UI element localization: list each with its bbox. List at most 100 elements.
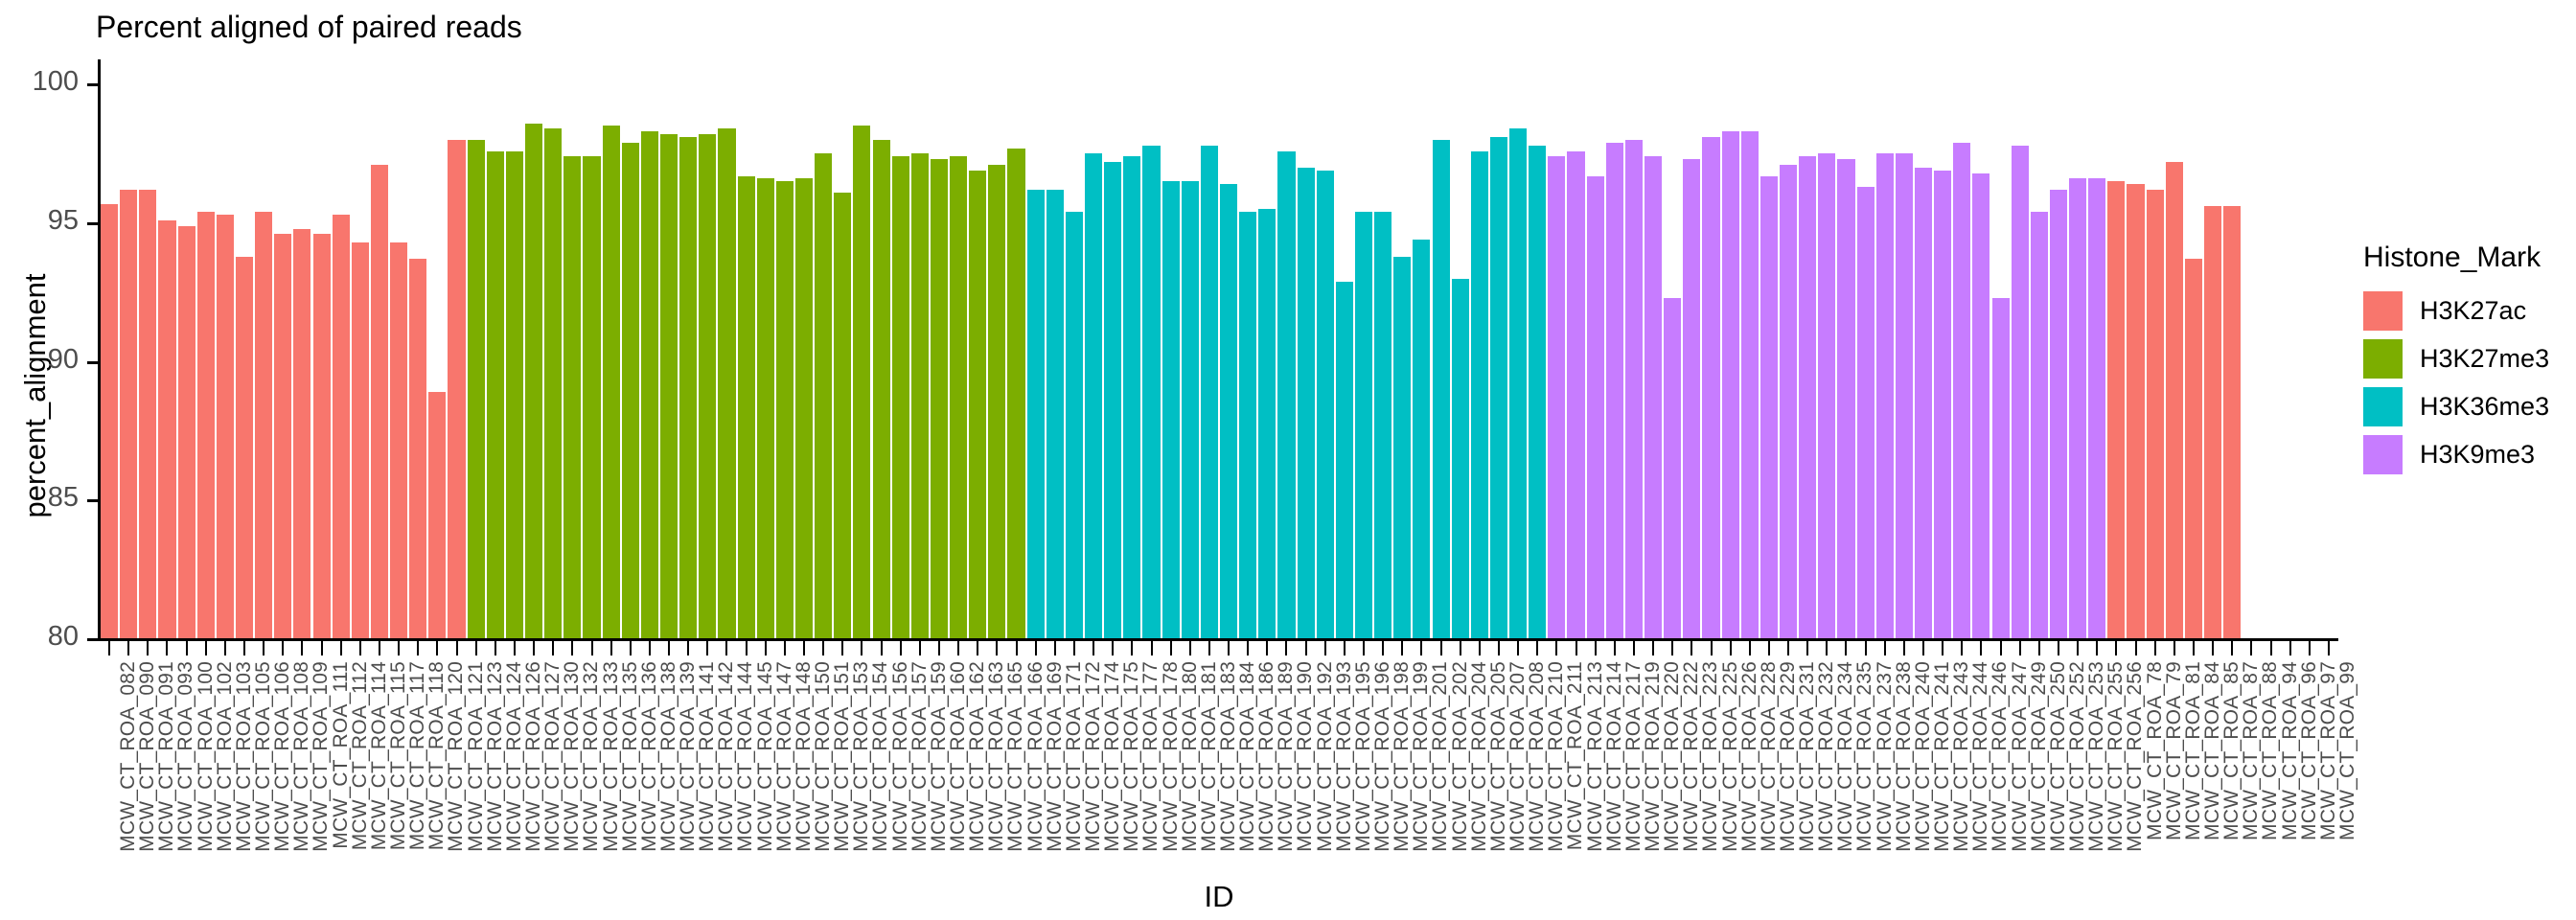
x-axis-tick <box>2096 641 2099 656</box>
legend: Histone_Mark H3K27ac H3K27me3 H3K36me3 H3K9… <box>2363 242 2574 481</box>
x-axis-tick <box>610 641 612 656</box>
x-axis-tick <box>1652 641 1655 656</box>
bar <box>2107 181 2126 639</box>
x-axis-tick <box>474 641 477 656</box>
x-axis-tick <box>1304 641 1307 656</box>
x-axis-tick <box>977 641 979 656</box>
bar <box>2049 190 2068 639</box>
bar <box>1200 145 1218 639</box>
x-axis-tick <box>899 641 902 656</box>
bar <box>1104 162 1122 639</box>
bar <box>1875 153 1894 639</box>
bar <box>756 178 774 639</box>
x-axis-tick <box>358 641 361 656</box>
legend-item-h3k27ac[interactable]: H3K27ac <box>2363 289 2574 332</box>
x-axis-tick <box>1845 641 1848 656</box>
bar <box>794 178 814 639</box>
legend-swatch-icon <box>2363 338 2403 379</box>
x-axis-tick <box>1536 641 1539 656</box>
x-axis-tick <box>1169 641 1172 656</box>
bar <box>2223 206 2242 639</box>
bar <box>2069 178 2087 639</box>
bar <box>2030 212 2048 639</box>
x-axis-tick <box>1459 641 1461 656</box>
x-axis-tick <box>147 641 150 656</box>
x-axis-tick <box>282 641 285 656</box>
x-axis-tick <box>1883 641 1886 656</box>
x-axis-tick <box>455 641 458 656</box>
x-axis-tick <box>1439 641 1442 656</box>
x-axis-tick <box>1826 641 1828 656</box>
x-axis-tick <box>2212 641 2215 656</box>
bar <box>409 259 427 639</box>
bar <box>390 242 408 639</box>
bar <box>2184 259 2202 639</box>
x-axis-tick <box>1420 641 1423 656</box>
x-axis-tick <box>127 641 130 656</box>
bar <box>1895 153 1913 639</box>
x-axis-tick <box>1131 641 1134 656</box>
x-axis-line <box>98 638 2338 641</box>
bar <box>564 156 582 639</box>
x-axis-tick <box>1112 641 1115 656</box>
bar <box>1837 159 1855 639</box>
bar <box>139 190 157 639</box>
x-axis-title: ID <box>1204 880 1234 913</box>
bar <box>467 139 485 639</box>
legend-title: Histone_Mark <box>2363 242 2542 273</box>
x-axis-tick <box>263 641 265 656</box>
x-axis-tick <box>1710 641 1713 656</box>
x-axis-tick <box>957 641 960 656</box>
x-axis-tick <box>1594 641 1597 656</box>
x-axis-tick <box>417 641 420 656</box>
legend-item-label: H3K36me3 <box>2420 391 2550 421</box>
bar <box>525 123 543 639</box>
legend-item-h3k9me3[interactable]: H3K9me3 <box>2363 433 2574 475</box>
x-axis-tick <box>1034 641 1037 656</box>
x-axis-tick <box>243 641 246 656</box>
x-axis-labels: MCW_CT_ROA_082 MCW_CT_ROA_090 MCW_CT_ROA_0… <box>100 661 2358 877</box>
bar <box>544 128 563 639</box>
bar <box>1818 153 1836 639</box>
bar <box>1432 139 1450 639</box>
y-axis-tick <box>87 638 98 641</box>
bar <box>428 392 447 639</box>
legend-item-label: H3K9me3 <box>2420 439 2536 469</box>
bar <box>718 128 736 639</box>
x-axis-tick <box>1980 641 1983 656</box>
y-axis-tick <box>87 499 98 503</box>
bar <box>1142 145 1161 639</box>
x-axis-tick <box>571 641 574 656</box>
bar <box>1702 137 1720 639</box>
x-axis-tick <box>918 641 921 656</box>
bar <box>1181 181 1199 639</box>
x-axis-tick <box>1053 641 1056 656</box>
bar <box>1374 212 1392 639</box>
bar <box>1760 175 1778 639</box>
x-axis-tick <box>1208 641 1210 656</box>
bar <box>1277 150 1296 639</box>
legend-item-h3k27me3[interactable]: H3K27me3 <box>2363 337 2574 380</box>
bar <box>1007 148 1025 639</box>
bar <box>1239 212 1257 639</box>
x-axis-tick <box>725 641 728 656</box>
x-axis-tick <box>108 641 111 656</box>
y-axis-tick <box>87 83 98 87</box>
bar <box>815 153 833 639</box>
bar <box>255 212 273 639</box>
x-axis-tick <box>1787 641 1790 656</box>
y-axis-tick-label: 95 <box>47 204 79 236</box>
x-axis-tick <box>1401 641 1404 656</box>
bar <box>1335 281 1353 639</box>
page-title: Percent aligned of paired reads <box>96 10 522 44</box>
bar <box>235 256 254 639</box>
x-axis-tick <box>1902 641 1905 656</box>
bar <box>293 228 311 639</box>
bar <box>2204 206 2222 639</box>
x-axis-tick <box>1632 641 1635 656</box>
x-axis-tick <box>1729 641 1732 656</box>
bar <box>853 126 871 639</box>
legend-item-h3k36me3[interactable]: H3K36me3 <box>2363 385 2574 427</box>
bar <box>448 139 466 639</box>
x-axis-tick <box>1864 641 1867 656</box>
